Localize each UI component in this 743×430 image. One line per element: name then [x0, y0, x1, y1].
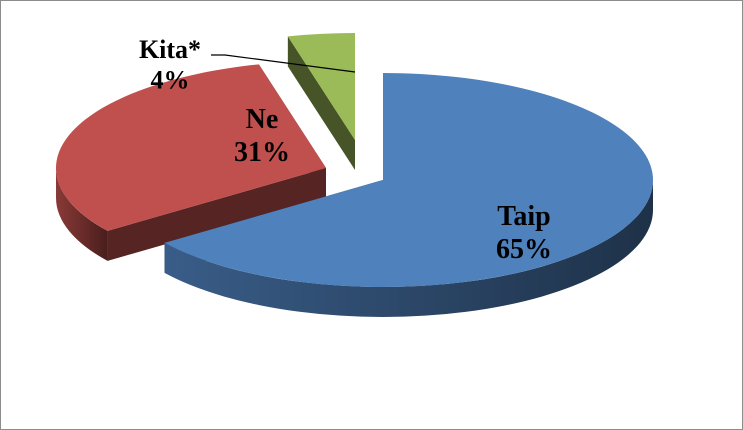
slice-outer-wall [164, 180, 653, 317]
data-label-kita-value: 4% [151, 66, 190, 95]
pie-slice-kita [287, 33, 355, 170]
slice-side-face [107, 168, 326, 261]
slice-top-face [55, 64, 326, 231]
data-label-kita-name: Kita* [139, 35, 201, 64]
leader-line-kita [211, 54, 356, 73]
data-label-ne-name: Ne [246, 104, 279, 135]
data-label-taip-value: 65% [496, 234, 552, 265]
slice-top-face [164, 73, 653, 287]
pie-slice-taip [164, 73, 653, 317]
slices-layer [55, 33, 653, 317]
slice-outer-wall [56, 168, 108, 261]
pie-slice-ne [55, 64, 326, 261]
slice-side-face [287, 36, 355, 170]
data-label-taip-name: Taip [497, 201, 550, 232]
data-label-ne-value: 31% [234, 137, 290, 168]
slice-top-face [287, 33, 355, 140]
